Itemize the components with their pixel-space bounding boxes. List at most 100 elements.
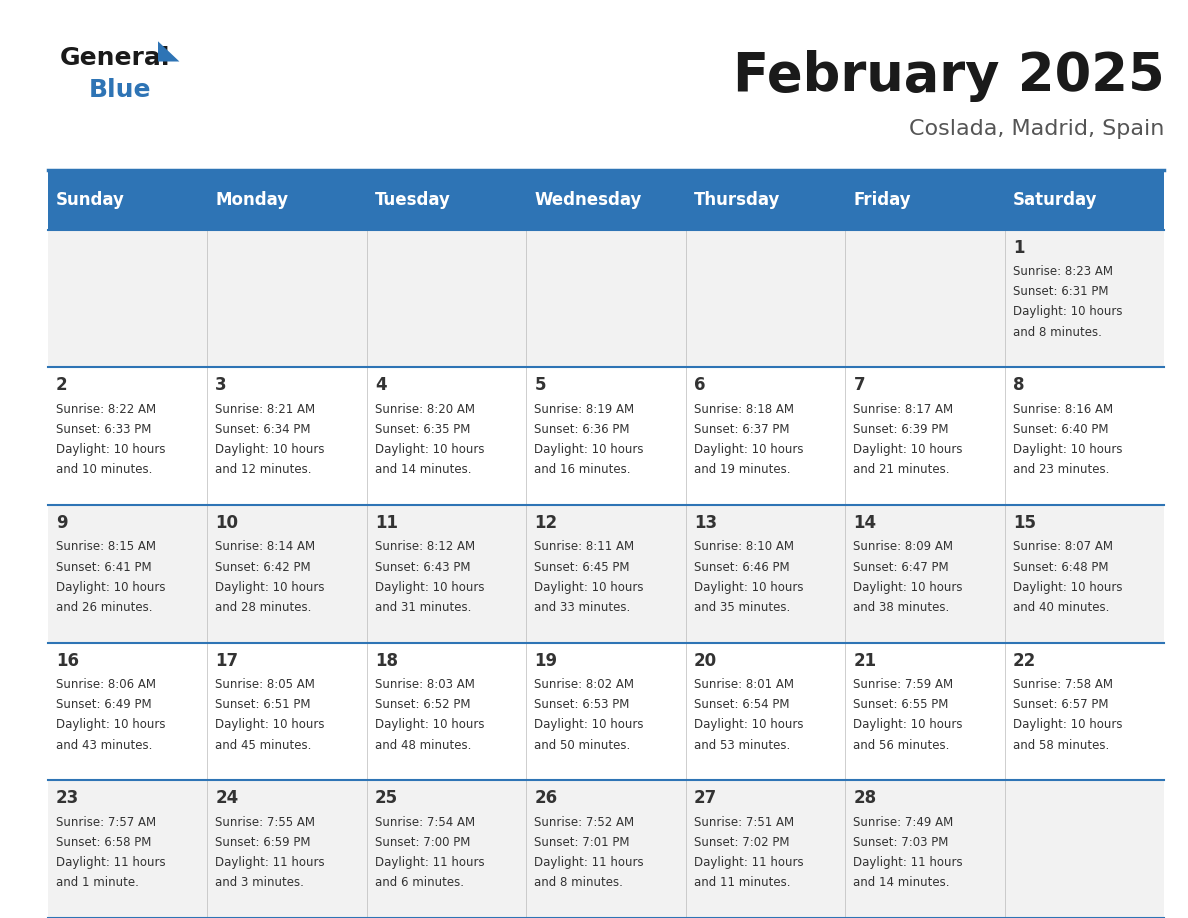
Text: Sunset: 7:00 PM: Sunset: 7:00 PM: [375, 836, 470, 849]
Text: and 14 minutes.: and 14 minutes.: [375, 464, 472, 476]
Text: Sunset: 6:57 PM: Sunset: 6:57 PM: [1013, 699, 1108, 711]
Bar: [48, 643, 1164, 780]
Text: Sunday: Sunday: [56, 191, 125, 208]
Text: Sunset: 6:45 PM: Sunset: 6:45 PM: [535, 561, 630, 574]
Text: Sunrise: 7:52 AM: Sunrise: 7:52 AM: [535, 816, 634, 829]
Text: Daylight: 10 hours: Daylight: 10 hours: [694, 719, 803, 732]
Text: Sunrise: 8:07 AM: Sunrise: 8:07 AM: [1013, 541, 1113, 554]
Text: Monday: Monday: [215, 191, 289, 208]
Bar: [48, 780, 1164, 918]
Text: 14: 14: [853, 514, 877, 532]
Text: and 56 minutes.: and 56 minutes.: [853, 739, 950, 752]
Text: and 35 minutes.: and 35 minutes.: [694, 601, 790, 614]
Text: and 10 minutes.: and 10 minutes.: [56, 464, 152, 476]
Text: Coslada, Madrid, Spain: Coslada, Madrid, Spain: [909, 119, 1164, 140]
Text: 21: 21: [853, 652, 877, 670]
Bar: [48, 505, 1164, 643]
Text: and 26 minutes.: and 26 minutes.: [56, 601, 152, 614]
Text: Sunrise: 8:06 AM: Sunrise: 8:06 AM: [56, 678, 156, 691]
Text: Sunset: 6:52 PM: Sunset: 6:52 PM: [375, 699, 470, 711]
Polygon shape: [158, 41, 179, 62]
Text: Sunrise: 8:20 AM: Sunrise: 8:20 AM: [375, 403, 475, 416]
Text: General: General: [59, 46, 170, 70]
Text: 15: 15: [1013, 514, 1036, 532]
Text: 26: 26: [535, 789, 557, 808]
Text: Sunset: 6:47 PM: Sunset: 6:47 PM: [853, 561, 949, 574]
Text: Daylight: 11 hours: Daylight: 11 hours: [694, 856, 803, 869]
Bar: [48, 367, 1164, 505]
Text: Sunset: 6:58 PM: Sunset: 6:58 PM: [56, 836, 151, 849]
Text: Sunrise: 8:21 AM: Sunrise: 8:21 AM: [215, 403, 316, 416]
Text: Daylight: 10 hours: Daylight: 10 hours: [1013, 306, 1123, 319]
Text: and 21 minutes.: and 21 minutes.: [853, 464, 950, 476]
Text: 13: 13: [694, 514, 718, 532]
Text: Daylight: 10 hours: Daylight: 10 hours: [215, 719, 324, 732]
Text: and 48 minutes.: and 48 minutes.: [375, 739, 472, 752]
Text: Sunset: 6:34 PM: Sunset: 6:34 PM: [215, 423, 311, 436]
Text: 6: 6: [694, 376, 706, 395]
Text: Sunrise: 7:54 AM: Sunrise: 7:54 AM: [375, 816, 475, 829]
Text: and 45 minutes.: and 45 minutes.: [215, 739, 311, 752]
Text: 2: 2: [56, 376, 68, 395]
Text: Sunrise: 8:03 AM: Sunrise: 8:03 AM: [375, 678, 475, 691]
Text: Sunset: 6:33 PM: Sunset: 6:33 PM: [56, 423, 151, 436]
Text: Sunset: 6:39 PM: Sunset: 6:39 PM: [853, 423, 949, 436]
Text: Sunset: 6:54 PM: Sunset: 6:54 PM: [694, 699, 790, 711]
Text: 20: 20: [694, 652, 718, 670]
Text: 18: 18: [375, 652, 398, 670]
Text: Sunset: 6:40 PM: Sunset: 6:40 PM: [1013, 423, 1108, 436]
Text: Sunrise: 8:16 AM: Sunrise: 8:16 AM: [1013, 403, 1113, 416]
Text: Sunset: 6:43 PM: Sunset: 6:43 PM: [375, 561, 470, 574]
Text: Sunrise: 7:58 AM: Sunrise: 7:58 AM: [1013, 678, 1113, 691]
Text: 28: 28: [853, 789, 877, 808]
Text: Sunrise: 8:19 AM: Sunrise: 8:19 AM: [535, 403, 634, 416]
Text: Daylight: 10 hours: Daylight: 10 hours: [694, 443, 803, 456]
Text: Sunset: 7:02 PM: Sunset: 7:02 PM: [694, 836, 790, 849]
Text: Sunrise: 8:22 AM: Sunrise: 8:22 AM: [56, 403, 156, 416]
Text: 11: 11: [375, 514, 398, 532]
Text: 16: 16: [56, 652, 78, 670]
Text: Sunrise: 8:01 AM: Sunrise: 8:01 AM: [694, 678, 794, 691]
Text: February 2025: February 2025: [733, 50, 1164, 103]
Text: Daylight: 10 hours: Daylight: 10 hours: [1013, 719, 1123, 732]
Text: Daylight: 11 hours: Daylight: 11 hours: [853, 856, 963, 869]
Text: 5: 5: [535, 376, 546, 395]
Text: Daylight: 10 hours: Daylight: 10 hours: [56, 719, 165, 732]
Text: Tuesday: Tuesday: [375, 191, 450, 208]
Text: Daylight: 10 hours: Daylight: 10 hours: [535, 443, 644, 456]
Text: 9: 9: [56, 514, 68, 532]
Text: Daylight: 10 hours: Daylight: 10 hours: [375, 581, 485, 594]
Text: and 58 minutes.: and 58 minutes.: [1013, 739, 1110, 752]
Text: 19: 19: [535, 652, 557, 670]
Text: and 43 minutes.: and 43 minutes.: [56, 739, 152, 752]
Text: Sunset: 6:49 PM: Sunset: 6:49 PM: [56, 699, 151, 711]
Text: 22: 22: [1013, 652, 1036, 670]
Text: Sunrise: 8:12 AM: Sunrise: 8:12 AM: [375, 541, 475, 554]
Text: Daylight: 10 hours: Daylight: 10 hours: [853, 581, 963, 594]
Text: 7: 7: [853, 376, 865, 395]
Text: Daylight: 10 hours: Daylight: 10 hours: [56, 581, 165, 594]
Text: Daylight: 10 hours: Daylight: 10 hours: [1013, 443, 1123, 456]
Text: Daylight: 10 hours: Daylight: 10 hours: [535, 581, 644, 594]
Text: and 1 minute.: and 1 minute.: [56, 877, 139, 890]
Text: Daylight: 10 hours: Daylight: 10 hours: [375, 443, 485, 456]
Text: and 8 minutes.: and 8 minutes.: [1013, 326, 1102, 339]
Text: Sunrise: 8:11 AM: Sunrise: 8:11 AM: [535, 541, 634, 554]
Text: Sunset: 6:51 PM: Sunset: 6:51 PM: [215, 699, 311, 711]
Text: Daylight: 10 hours: Daylight: 10 hours: [694, 581, 803, 594]
Text: Daylight: 10 hours: Daylight: 10 hours: [375, 719, 485, 732]
Text: 12: 12: [535, 514, 557, 532]
Text: Daylight: 10 hours: Daylight: 10 hours: [56, 443, 165, 456]
Text: and 33 minutes.: and 33 minutes.: [535, 601, 631, 614]
Text: Daylight: 11 hours: Daylight: 11 hours: [375, 856, 485, 869]
Text: Sunrise: 8:17 AM: Sunrise: 8:17 AM: [853, 403, 954, 416]
Text: and 12 minutes.: and 12 minutes.: [215, 464, 312, 476]
Text: Sunset: 6:53 PM: Sunset: 6:53 PM: [535, 699, 630, 711]
Text: Sunset: 6:48 PM: Sunset: 6:48 PM: [1013, 561, 1108, 574]
Text: and 19 minutes.: and 19 minutes.: [694, 464, 790, 476]
Text: 27: 27: [694, 789, 718, 808]
Text: Sunrise: 8:10 AM: Sunrise: 8:10 AM: [694, 541, 794, 554]
Text: and 23 minutes.: and 23 minutes.: [1013, 464, 1110, 476]
Text: Sunset: 6:46 PM: Sunset: 6:46 PM: [694, 561, 790, 574]
Text: Sunset: 6:36 PM: Sunset: 6:36 PM: [535, 423, 630, 436]
